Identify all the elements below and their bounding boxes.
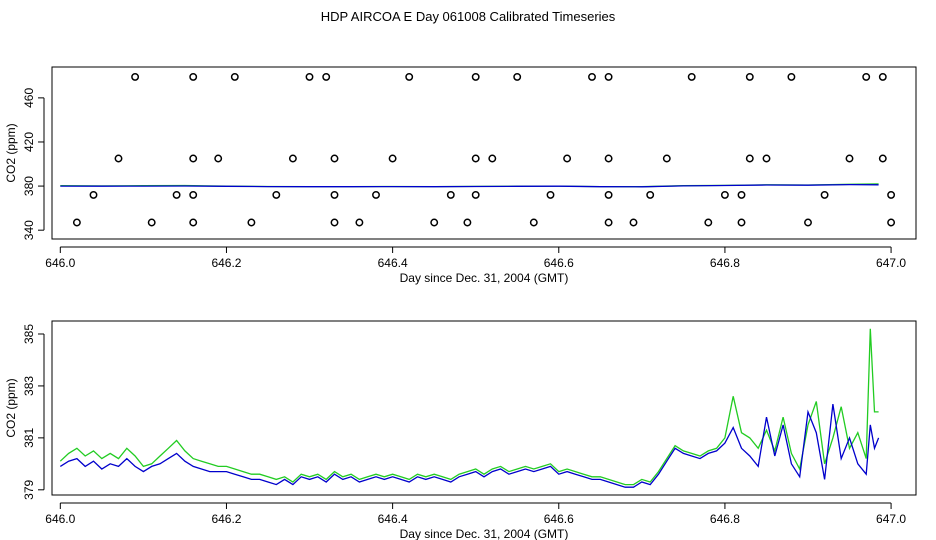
calibration-point (604, 218, 613, 227)
calibration-point (114, 154, 123, 163)
calibration-point (247, 218, 256, 227)
calibration-point (189, 190, 198, 199)
calibration-point (131, 72, 140, 81)
calibration-point (887, 190, 896, 199)
calibration-point (89, 190, 98, 199)
calibration-point (355, 218, 364, 227)
calibration-point (762, 154, 771, 163)
calibration-point (878, 154, 887, 163)
y-tick-label: 420 (22, 132, 36, 152)
calibration-point (463, 218, 472, 227)
x-tick-label: 646.4 (378, 256, 408, 270)
x-axis-label: Day since Dec. 31, 2004 (GMT) (400, 271, 569, 285)
y-tick-label: 380 (22, 176, 36, 196)
calibration-point (604, 154, 613, 163)
calibration-point (737, 218, 746, 227)
calibration-point (787, 72, 796, 81)
calibration-point (272, 190, 281, 199)
calibration-point (214, 154, 223, 163)
y-tick-label: 379 (22, 479, 36, 499)
y-tick-label: 340 (22, 220, 36, 240)
calibration-point (372, 190, 380, 199)
calibration-point (322, 72, 331, 81)
x-tick-label: 646.2 (211, 512, 241, 526)
calibration-point (878, 72, 887, 81)
calibration-point (629, 218, 638, 227)
calibration-point (845, 154, 854, 163)
calibration-point (388, 154, 397, 163)
calibration-point (288, 154, 297, 163)
plot-frame (51, 66, 917, 240)
calibration-point (330, 190, 339, 199)
x-tick-label: 647.0 (876, 256, 906, 270)
calibration-point (563, 154, 572, 163)
calibration-point (687, 72, 696, 81)
calibration-point (189, 72, 198, 81)
calibration-point (471, 72, 480, 81)
calibration-point (720, 190, 729, 199)
y-tick-label: 385 (22, 324, 36, 344)
x-tick-label: 646.0 (45, 256, 75, 270)
chart-title: HDP AIRCOA E Day 061008 Calibrated Times… (320, 9, 616, 24)
calibration-point (147, 218, 156, 227)
x-tick-label: 646.0 (45, 512, 75, 526)
y-axis-label: CO2 (ppm) (4, 378, 18, 437)
calibration-point (820, 190, 829, 199)
series-line-2 (60, 183, 879, 188)
calibration-point (72, 218, 81, 227)
calibration-point (471, 154, 480, 163)
y-axis-label: CO2 (ppm) (4, 123, 18, 182)
calibration-point (546, 190, 555, 199)
x-axis-label: Day since Dec. 31, 2004 (GMT) (400, 527, 569, 540)
calibration-point (230, 72, 239, 81)
calibration-point (446, 190, 455, 199)
y-tick-label: 381 (22, 428, 36, 448)
calibration-point (804, 218, 812, 227)
calibration-point (745, 154, 754, 163)
calibration-point (604, 190, 613, 199)
calibration-point (704, 218, 713, 227)
calibration-point (488, 154, 497, 163)
calibration-point (305, 72, 314, 81)
calibration-point (430, 218, 439, 227)
calibration-point (529, 218, 538, 227)
calibration-point (330, 154, 339, 163)
x-tick-label: 646.4 (378, 512, 408, 526)
x-tick-label: 646.2 (211, 256, 241, 270)
calibration-point (330, 218, 339, 227)
y-tick-label: 383 (22, 376, 36, 396)
calibration-point (745, 72, 754, 81)
series-line-2 (59, 404, 880, 488)
plot-frame (51, 320, 917, 496)
x-tick-label: 646.8 (710, 256, 740, 270)
calibration-point (662, 154, 671, 163)
x-tick-label: 646.6 (544, 512, 574, 526)
y-tick-label: 460 (22, 88, 36, 108)
x-tick-label: 647.0 (876, 512, 906, 526)
calibration-point (471, 190, 480, 199)
calibration-point (405, 72, 414, 81)
calibration-point (646, 190, 655, 199)
calibration-point (172, 190, 181, 199)
x-tick-label: 646.8 (710, 512, 740, 526)
series-line-1 (59, 328, 879, 486)
calibration-point (513, 72, 522, 81)
calibration-point (862, 72, 871, 81)
calibration-point (887, 218, 896, 227)
calibration-point (737, 190, 746, 199)
calibration-point (588, 72, 596, 81)
calibration-point (604, 72, 613, 81)
calibration-point (189, 218, 198, 227)
x-tick-label: 646.6 (544, 256, 574, 270)
calibration-point (189, 154, 198, 163)
